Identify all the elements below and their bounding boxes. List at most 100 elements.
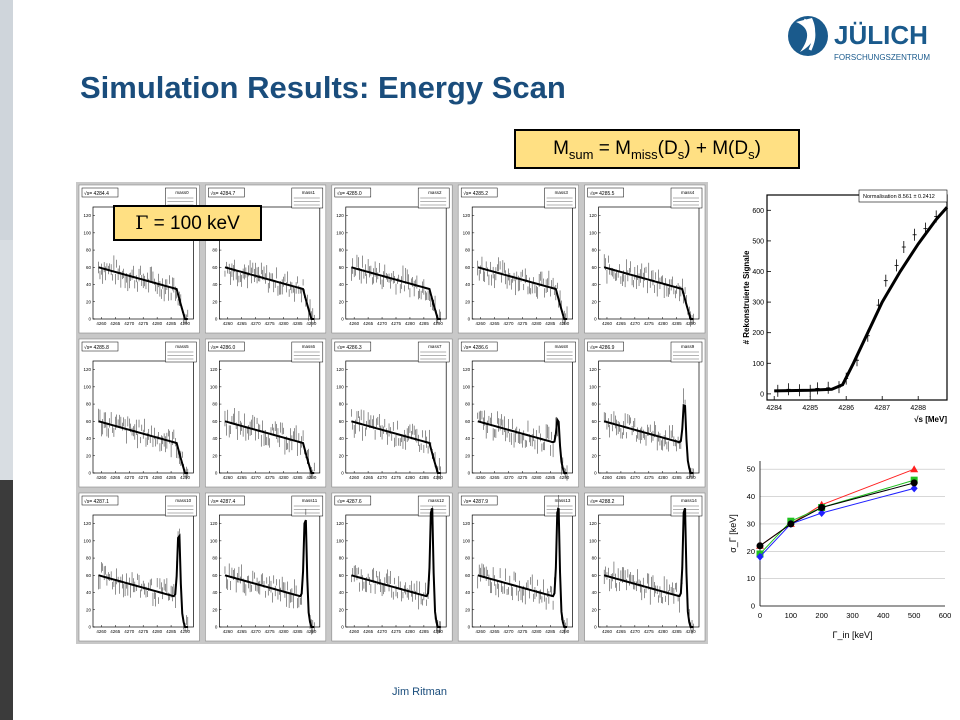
series-marker (910, 479, 918, 487)
y-tick-label: 20 (212, 607, 218, 612)
x-tick-label: 4265 (616, 321, 627, 326)
x-tick-label: 4270 (251, 475, 262, 480)
stat-box-name: mass13 (555, 498, 571, 503)
histogram-plot-area (345, 360, 447, 474)
x-tick-label: 4275 (265, 629, 276, 634)
y-tick-label: 60 (212, 419, 218, 424)
x-tick-label: 4280 (405, 475, 416, 480)
x-tick-label: 4285 (672, 475, 683, 480)
y-tick-label: 100 (210, 538, 218, 543)
y-tick-label: 100 (463, 230, 471, 235)
x-tick-label: 500 (908, 611, 921, 620)
y-tick-label: 0 (341, 471, 344, 476)
x-tick-label: 4290 (686, 475, 697, 480)
x-tick-label: 400 (877, 611, 890, 620)
y-tick-label: 80 (465, 402, 471, 407)
sqrt-s-label-box (587, 187, 624, 198)
y-tick-label: 0 (215, 625, 218, 630)
stat-box-name: mass2 (428, 190, 442, 195)
x-tick-label: 4275 (265, 321, 276, 326)
x-tick-label: 4280 (531, 321, 542, 326)
x-tick-label: 4285 (545, 321, 556, 326)
y-tick-label: 0 (88, 625, 91, 630)
y-tick-label: 20 (465, 299, 471, 304)
y-tick-label: 120 (336, 521, 344, 526)
stat-box-name: mass8 (555, 344, 569, 349)
histogram-title: √s= 4285.5 (590, 190, 615, 197)
series-marker (756, 552, 764, 561)
x-tick-label: 4270 (630, 475, 641, 480)
x-tick-label: 4285 (166, 629, 177, 634)
x-tick-label: 4260 (223, 629, 234, 634)
x-tick-label: 4260 (349, 321, 360, 326)
histogram-title: √s= 4287.4 (210, 498, 235, 505)
x-tick-label: 4285 (419, 321, 430, 326)
stat-box-name: mass3 (555, 190, 569, 195)
histogram-title: √s= 4287.9 (463, 498, 488, 505)
x-tick-label: 4260 (602, 629, 613, 634)
stat-box-name: mass12 (428, 498, 444, 503)
x-tick-label: 4270 (630, 321, 641, 326)
y-tick-label: 80 (592, 402, 598, 407)
x-tick-label: 4265 (490, 629, 501, 634)
sqrt-s-label-box (587, 495, 624, 506)
histogram-title: √s= 4286.3 (337, 344, 362, 351)
y-tick-label: 80 (339, 556, 345, 561)
x-tick-label: 4280 (531, 629, 542, 634)
y-tick-label: 60 (339, 419, 345, 424)
histogram-title: √s= 4286.0 (210, 344, 235, 351)
y-tick-label: 100 (83, 538, 91, 543)
x-tick-label: 600 (939, 611, 952, 620)
series-line (759, 487, 915, 558)
y-tick-label: 20 (592, 453, 598, 458)
y-tick-label: 20 (339, 607, 345, 612)
y-tick-label: 80 (465, 556, 471, 561)
y-tick-label: 120 (589, 367, 597, 372)
y-tick-label: 40 (86, 282, 92, 287)
fit-curve (224, 420, 315, 474)
histogram-title: √s= 4285.2 (463, 190, 488, 197)
histogram-title: √s= 4286.9 (590, 344, 615, 351)
y-tick-label: 80 (86, 248, 92, 253)
y-tick-label: 40 (592, 436, 598, 441)
sqrt-s-label-box (587, 341, 624, 352)
y-tick-label: 40 (465, 282, 471, 287)
y-tick-label: 20 (86, 299, 92, 304)
sqrt-s-label-box (334, 187, 372, 198)
fit-curve (98, 420, 188, 474)
x-tick-label: 4265 (110, 475, 121, 480)
x-tick-label: 4270 (377, 475, 388, 480)
x-tick-label: 4285 (672, 321, 683, 326)
y-tick-label: 20 (339, 299, 345, 304)
x-tick-label: 4280 (279, 629, 290, 634)
y-tick-label: 30 (747, 519, 755, 528)
y-tick-label: 100 (463, 384, 471, 389)
histogram-plot-area (219, 360, 321, 474)
x-tick-label: 4285 (166, 321, 177, 326)
y-tick-label: 80 (212, 402, 218, 407)
fit-curve (224, 266, 315, 320)
sidebar-accent-light (0, 0, 13, 240)
y-tick-label: 40 (592, 590, 598, 595)
x-tick-label: 4275 (391, 321, 402, 326)
histogram-title: √s= 4288.2 (590, 498, 615, 505)
y-tick-label: 0 (760, 391, 764, 398)
histogram-title: √s= 4286.6 (463, 344, 488, 351)
y-tick-label: 20 (592, 299, 598, 304)
y-tick-label: 20 (212, 453, 218, 458)
x-tick-label: 4285 (802, 405, 818, 412)
y-tick-label: 20 (465, 607, 471, 612)
x-tick-label: 4260 (96, 629, 107, 634)
x-tick-label: 4280 (658, 629, 669, 634)
x-tick-label: 4270 (503, 475, 514, 480)
x-tick-label: 4270 (377, 321, 388, 326)
y-tick-label: 60 (86, 419, 92, 424)
x-tick-label: 4280 (279, 475, 290, 480)
x-tick-label: 4260 (476, 629, 487, 634)
sqrt-s-label-box (208, 187, 245, 198)
stat-box-name: mass14 (681, 498, 697, 503)
histogram-plot-area (471, 206, 573, 320)
